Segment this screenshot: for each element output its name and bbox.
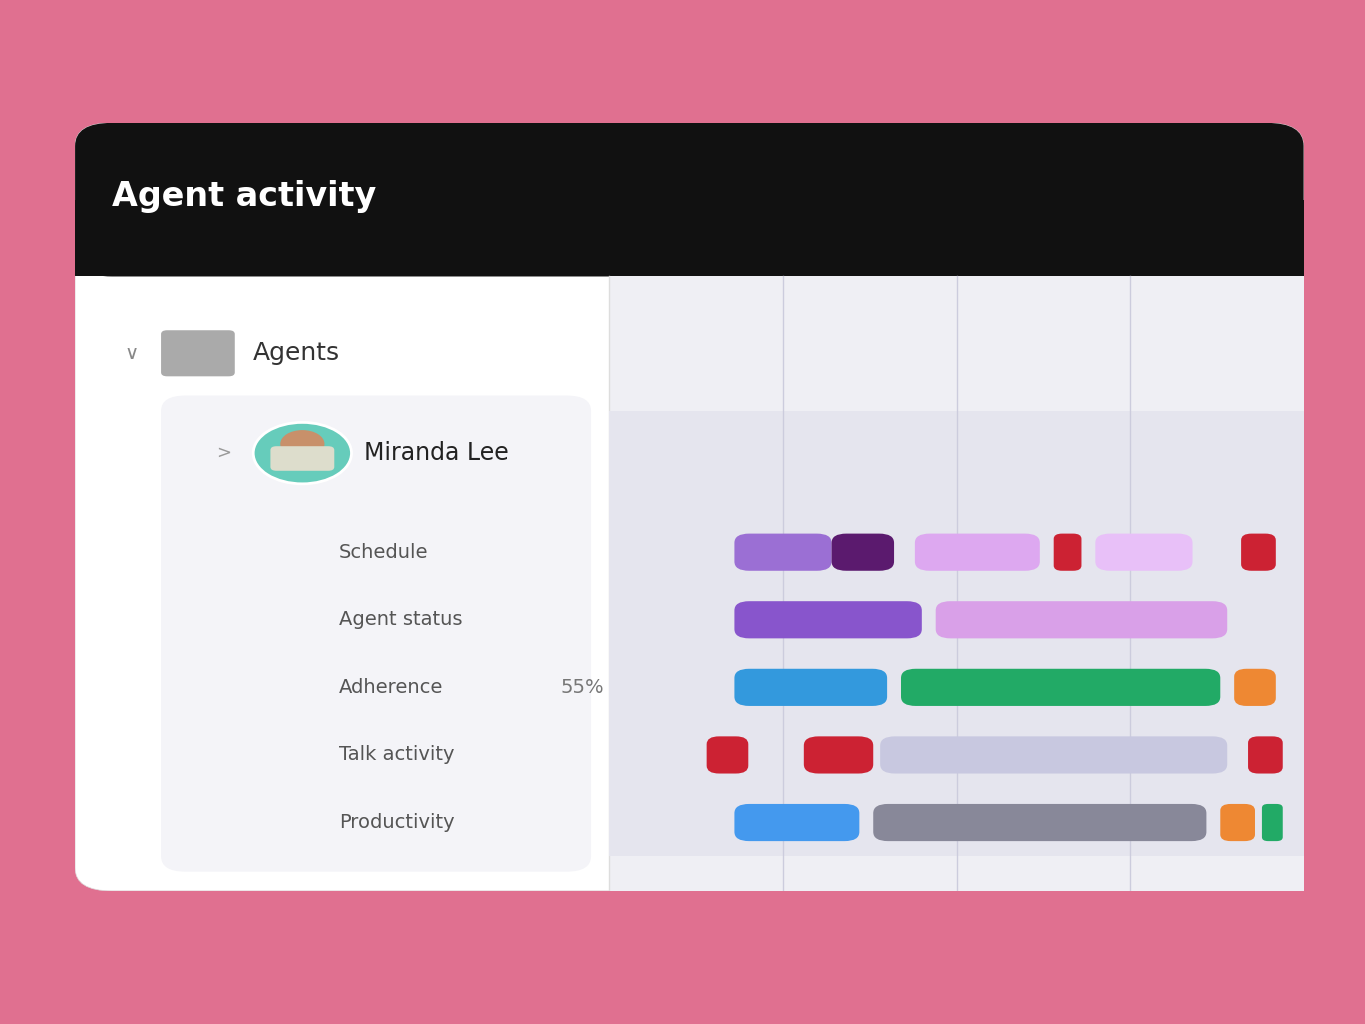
FancyBboxPatch shape [75,123,1304,276]
Bar [75,200,1304,276]
FancyBboxPatch shape [161,330,235,376]
Text: >: > [216,444,231,462]
Text: Miranda Lee: Miranda Lee [363,441,509,465]
FancyBboxPatch shape [1054,534,1081,570]
Text: Agent activity: Agent activity [112,180,377,213]
Bar [610,411,1304,856]
Circle shape [254,422,352,483]
FancyBboxPatch shape [75,123,1304,891]
FancyBboxPatch shape [935,601,1227,638]
FancyBboxPatch shape [880,736,1227,773]
FancyBboxPatch shape [1234,669,1276,706]
FancyBboxPatch shape [1095,534,1193,570]
Text: Productivity: Productivity [339,813,455,833]
FancyBboxPatch shape [1261,804,1283,841]
FancyBboxPatch shape [915,534,1040,570]
FancyBboxPatch shape [1248,736,1283,773]
FancyBboxPatch shape [734,534,831,570]
FancyBboxPatch shape [734,601,921,638]
FancyBboxPatch shape [734,804,860,841]
FancyBboxPatch shape [901,669,1220,706]
FancyBboxPatch shape [734,669,887,706]
Text: ∨: ∨ [124,344,138,362]
FancyBboxPatch shape [1220,804,1254,841]
Text: Schedule: Schedule [339,543,429,562]
FancyBboxPatch shape [804,736,874,773]
Text: 55%: 55% [561,678,603,697]
Text: Adherence: Adherence [339,678,444,697]
FancyBboxPatch shape [161,395,591,871]
Text: Talk activity: Talk activity [339,745,455,765]
FancyBboxPatch shape [874,804,1207,841]
Bar [610,276,1304,891]
Text: Agent status: Agent status [339,610,463,630]
FancyBboxPatch shape [270,446,334,471]
FancyBboxPatch shape [1241,534,1276,570]
FancyBboxPatch shape [707,736,748,773]
Circle shape [280,430,325,458]
FancyBboxPatch shape [831,534,894,570]
Text: Agents: Agents [254,341,340,366]
